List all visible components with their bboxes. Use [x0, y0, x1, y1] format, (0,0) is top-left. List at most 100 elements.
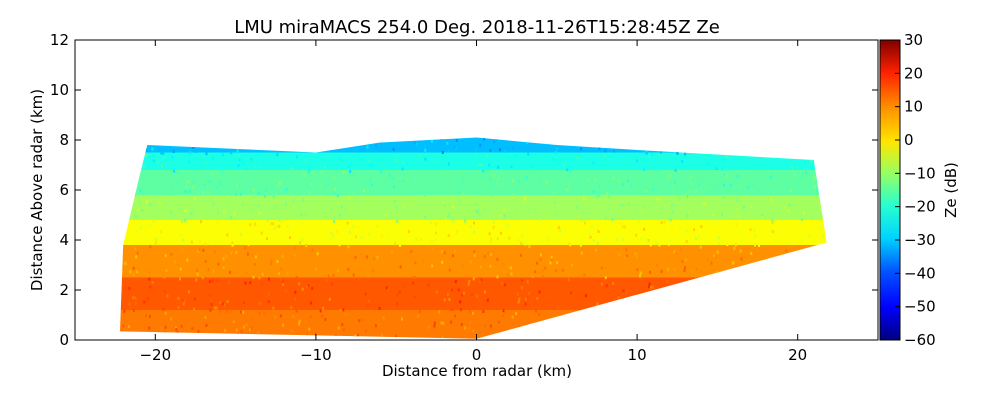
echo-speckle	[295, 155, 298, 159]
echo-speckle	[223, 303, 226, 307]
echo-speckle	[277, 272, 280, 275]
echo-speckle	[235, 251, 238, 254]
echo-speckle	[422, 260, 424, 264]
echo-speckle	[718, 242, 721, 246]
echo-speckle	[649, 243, 652, 247]
echo-speckle	[170, 252, 173, 256]
echo-speckle	[220, 169, 223, 173]
echo-speckle	[363, 189, 365, 193]
echo-speckle	[173, 209, 176, 213]
echo-speckle	[415, 190, 418, 194]
x-tick-label: 0	[472, 346, 482, 364]
echo-speckle	[793, 173, 796, 177]
echo-speckle	[399, 223, 402, 227]
echo-speckle	[245, 167, 248, 170]
echo-speckle	[134, 193, 137, 197]
echo-speckle	[197, 329, 200, 333]
echo-speckle	[713, 254, 716, 258]
echo-speckle	[819, 226, 822, 229]
echo-speckle	[627, 203, 630, 207]
echo-speckle	[493, 221, 495, 225]
echo-speckle	[339, 213, 341, 217]
echo-speckle	[493, 174, 496, 177]
echo-speckle	[324, 213, 327, 216]
echo-speckle	[225, 202, 228, 206]
echo-speckle	[129, 305, 132, 309]
echo-speckle	[772, 231, 775, 235]
echo-speckle	[472, 311, 474, 315]
echo-speckle	[576, 155, 579, 159]
echo-speckle	[641, 209, 644, 213]
echo-speckle	[465, 318, 468, 322]
echo-speckle	[149, 203, 152, 207]
echo-speckle	[624, 255, 627, 259]
echo-speckle	[195, 278, 198, 282]
echo-speckle	[251, 254, 254, 258]
y-axis-ticks: 0 2 4 6 8 10 12	[50, 31, 878, 349]
echo-speckle	[785, 249, 788, 253]
echo-speckle	[540, 239, 543, 243]
echo-speckle	[333, 219, 336, 223]
echo-speckle	[278, 181, 281, 185]
echo-speckle	[430, 139, 433, 143]
echo-speckle	[632, 209, 635, 213]
echo-speckle	[378, 307, 381, 310]
echo-speckle	[334, 334, 337, 337]
echo-speckle	[431, 264, 434, 268]
echo-speckle	[735, 222, 738, 226]
echo-speckle	[283, 315, 285, 319]
echo-speckle	[511, 197, 514, 201]
echo-speckle	[734, 243, 737, 247]
echo-speckle	[186, 258, 189, 262]
echo-speckle	[342, 170, 345, 174]
echo-speckle	[645, 189, 648, 193]
echo-speckle	[511, 195, 514, 199]
colorbar-tick-label: 20	[904, 64, 923, 82]
echo-speckle	[438, 310, 441, 314]
echo-speckle	[539, 253, 542, 257]
echo-speckle	[218, 192, 221, 196]
echo-speckle	[475, 274, 478, 278]
echo-speckle	[148, 277, 151, 281]
echo-speckle	[454, 146, 457, 150]
echo-speckle	[222, 257, 225, 261]
echo-speckle	[649, 155, 651, 158]
echo-speckle	[250, 326, 253, 330]
colorbar-bar	[879, 39, 901, 341]
echo-speckle	[132, 309, 135, 312]
echo-speckle	[486, 298, 489, 302]
echo-speckle	[684, 266, 686, 270]
echo-speckle	[241, 201, 244, 205]
echo-speckle	[228, 280, 231, 284]
echo-speckle	[469, 310, 471, 314]
echo-speckle	[520, 286, 523, 290]
echo-speckle	[539, 258, 542, 262]
echo-speckle	[674, 251, 677, 255]
echo-speckle	[621, 203, 624, 207]
echo-speckle	[468, 279, 471, 283]
echo-speckle	[468, 176, 471, 180]
echo-speckle	[242, 310, 245, 314]
echo-speckle	[441, 260, 444, 264]
echo-speckle	[502, 262, 505, 266]
echo-speckle	[808, 234, 811, 238]
echo-speckle	[180, 219, 183, 223]
echo-speckle	[221, 163, 224, 166]
echo-speckle	[671, 185, 674, 189]
echo-speckle	[127, 294, 130, 298]
echo-speckle	[584, 294, 587, 298]
echo-speckle	[712, 212, 715, 216]
echo-speckle	[674, 180, 676, 184]
echo-speckle	[253, 194, 256, 198]
echo-speckle	[351, 225, 354, 229]
echo-speckle	[434, 222, 437, 226]
echo-speckle	[503, 208, 506, 212]
echo-speckle	[447, 214, 450, 218]
echo-speckle	[219, 182, 222, 186]
echo-speckle	[202, 191, 205, 195]
echo-speckle	[142, 192, 145, 196]
echo-speckle	[177, 305, 180, 309]
echo-speckle	[193, 297, 196, 301]
echo-speckle	[667, 268, 669, 272]
echo-speckle	[520, 242, 523, 246]
